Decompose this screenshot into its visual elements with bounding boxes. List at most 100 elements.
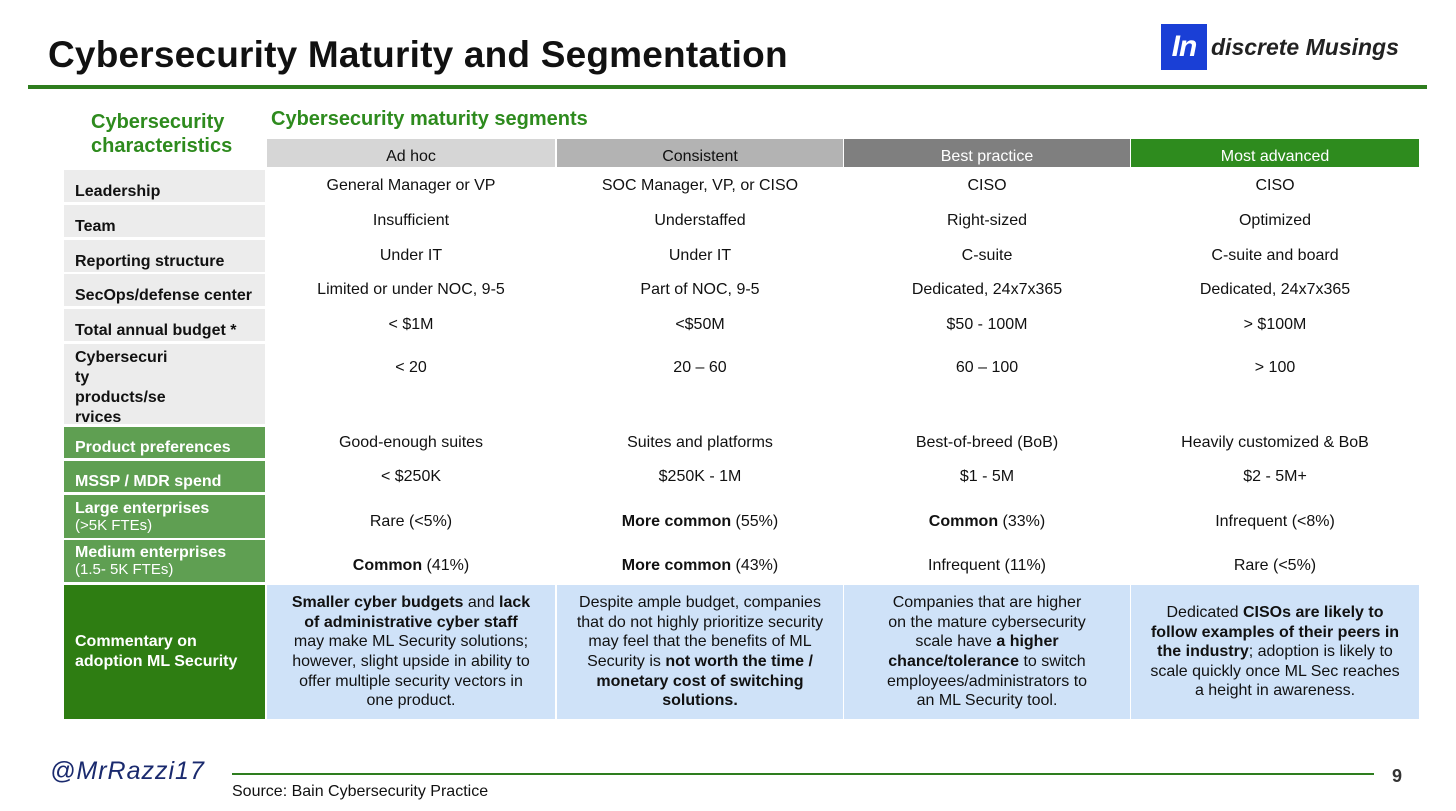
commentary-fragment: Dedicated — [1166, 604, 1243, 622]
row-label-note: (1.5- 5K FTEs) — [75, 561, 174, 578]
logo-text: discrete Musings — [1211, 33, 1399, 60]
cell-text: C-suite and board — [1211, 247, 1339, 264]
table-cell: $250K - 1M — [557, 461, 843, 492]
table-cell: Heavily customized & BoB — [1131, 427, 1419, 458]
cell-text: Common (41%) — [353, 557, 469, 575]
row-label: Large enterprises (>5K FTEs) — [64, 495, 265, 538]
commentary-text: Companies that are higher on the mature c… — [887, 593, 1087, 711]
logo-mark: In — [1161, 24, 1207, 70]
commentary-fragment: employees/administrators to — [886, 672, 1088, 690]
cell-text: < 20 — [395, 359, 427, 376]
commentary-label-text: Commentary on adoption ML Security — [75, 632, 237, 672]
cell-text: Suites and platforms — [627, 433, 773, 451]
row-label-line: rvices — [75, 409, 122, 426]
cell-text: Limited or under NOC, 9-5 — [317, 281, 505, 298]
table-cell: Rare (<5%) — [1131, 540, 1419, 582]
cell-detail: (55%) — [731, 512, 779, 530]
table-cell: 60 – 100 — [844, 344, 1130, 424]
row-label: SecOps/defense center — [64, 274, 265, 306]
commentary-fragment: a height in awareness. — [1194, 682, 1356, 700]
commentary-label: Commentary on adoption ML Security — [64, 585, 265, 719]
table-cell: Optimized — [1131, 205, 1419, 237]
commentary-fragment: an ML Security tool. — [916, 692, 1058, 710]
footer-divider — [232, 773, 1374, 775]
segment-header-consistent: Consistent — [557, 139, 843, 167]
cell-text: $50 - 100M — [946, 316, 1028, 333]
page-title: Cybersecurity Maturity and Segmentation — [48, 34, 788, 75]
cell-text: 60 – 100 — [955, 359, 1019, 376]
page-number: 9 — [1392, 766, 1403, 786]
commentary-fragment: follow examples of their peers in — [1150, 623, 1400, 641]
cell-text: $1 - 5M — [959, 467, 1015, 485]
commentary-fragment: that do not highly prioritize security — [576, 613, 824, 631]
table-cell: SOC Manager, VP, or CISO — [557, 170, 843, 202]
cell-text: CISO — [1255, 177, 1295, 194]
cell-text: Rare (<5%) — [370, 513, 452, 531]
table-cell: 20 – 60 — [557, 344, 843, 424]
cell-emphasis: More common — [621, 512, 732, 530]
title-divider — [28, 85, 1427, 89]
cell-detail: (41%) — [422, 557, 470, 574]
cell-detail: (43%) — [731, 557, 779, 574]
cell-text: More common (43%) — [622, 557, 778, 575]
commentary-fragment: may feel that the benefits of ML — [588, 633, 812, 651]
commentary-fragment: lack — [499, 594, 531, 612]
table-cell: Under IT — [557, 240, 843, 272]
cell-text: Under IT — [668, 247, 732, 264]
table-cell: Best-of-breed (BoB) — [844, 427, 1130, 458]
table-cell: CISO — [844, 170, 1130, 202]
cell-text: CISO — [967, 177, 1007, 194]
table-cell: <$50M — [557, 309, 843, 341]
cell-detail: (33%) — [998, 512, 1046, 530]
commentary-fragment: ; adoption is likely to — [1248, 643, 1393, 661]
row-label-note: (>5K FTEs) — [75, 516, 153, 534]
table-cell: More common (55%) — [557, 495, 843, 538]
commentary-fragment: of administrative cyber staff — [304, 613, 518, 631]
commentary-fragment: however, slight upside in ability to — [292, 653, 530, 670]
row-label: Reporting structure — [64, 240, 265, 272]
commentary-fragment: CISOs are likely to — [1242, 604, 1384, 622]
cell-text: Infrequent (11%) — [928, 557, 1046, 575]
commentary-fragment: monetary cost of switching — [596, 672, 804, 690]
row-label-line: Cybersecuri — [75, 349, 168, 366]
table-cell: > 100 — [1131, 344, 1419, 424]
commentary-fragment: Security is — [587, 653, 666, 670]
commentary-cell: Companies that are higher on the mature c… — [844, 585, 1130, 719]
row-label: MSSP / MDR spend — [64, 461, 265, 492]
cell-text: Optimized — [1238, 212, 1312, 229]
commentary-fragment: to switch — [1019, 653, 1086, 670]
table-cell: Under IT — [267, 240, 555, 272]
commentary-label-line: adoption ML Security — [75, 653, 238, 670]
row-label-line: products/se — [75, 389, 166, 406]
table-cell: Understaffed — [557, 205, 843, 237]
segment-header-best-practice: Best practice — [844, 139, 1130, 167]
commentary-text: Despite ample budget, companies that do n… — [577, 593, 823, 711]
table-cell: Right-sized — [844, 205, 1130, 237]
cell-emphasis: Common — [928, 512, 999, 530]
table-cell: < $1M — [267, 309, 555, 341]
cell-text: 20 – 60 — [673, 359, 727, 376]
commentary-fragment: Despite ample budget, companies — [579, 594, 821, 612]
table-cell: Limited or under NOC, 9-5 — [267, 274, 555, 306]
cell-text: < $250K — [380, 467, 442, 485]
cell-text: Dedicated, 24x7x365 — [911, 281, 1063, 298]
commentary-text: Dedicated CISOs are likely to follow exam… — [1150, 603, 1399, 701]
table-cell: Infrequent (<8%) — [1131, 495, 1419, 538]
cell-detail: Infrequent (<8%) — [1215, 512, 1335, 530]
cell-text: Part of NOC, 9-5 — [640, 281, 760, 298]
commentary-cell: Dedicated CISOs are likely to follow exam… — [1131, 585, 1419, 719]
table-cell: Common (41%) — [267, 540, 555, 582]
cell-text: > $100M — [1243, 316, 1307, 333]
cell-text: Right-sized — [946, 212, 1028, 229]
cell-text: SOC Manager, VP, or CISO — [601, 177, 799, 194]
segment-header-most-advanced: Most advanced — [1131, 139, 1419, 167]
cell-text: <$50M — [675, 316, 725, 333]
characteristics-heading: Cybersecurity characteristics — [91, 110, 232, 158]
segment-header-ad-hoc: Ad hoc — [267, 139, 555, 167]
row-label: Leadership — [64, 170, 265, 202]
characteristics-heading-line: Cybersecurity — [91, 111, 225, 133]
commentary-fragment: scale quickly once ML Sec reaches — [1150, 662, 1400, 680]
commentary-fragment: offer multiple security vectors in — [299, 672, 523, 690]
table-cell: Common (33%) — [844, 495, 1130, 538]
table-cell: $1 - 5M — [844, 461, 1130, 492]
